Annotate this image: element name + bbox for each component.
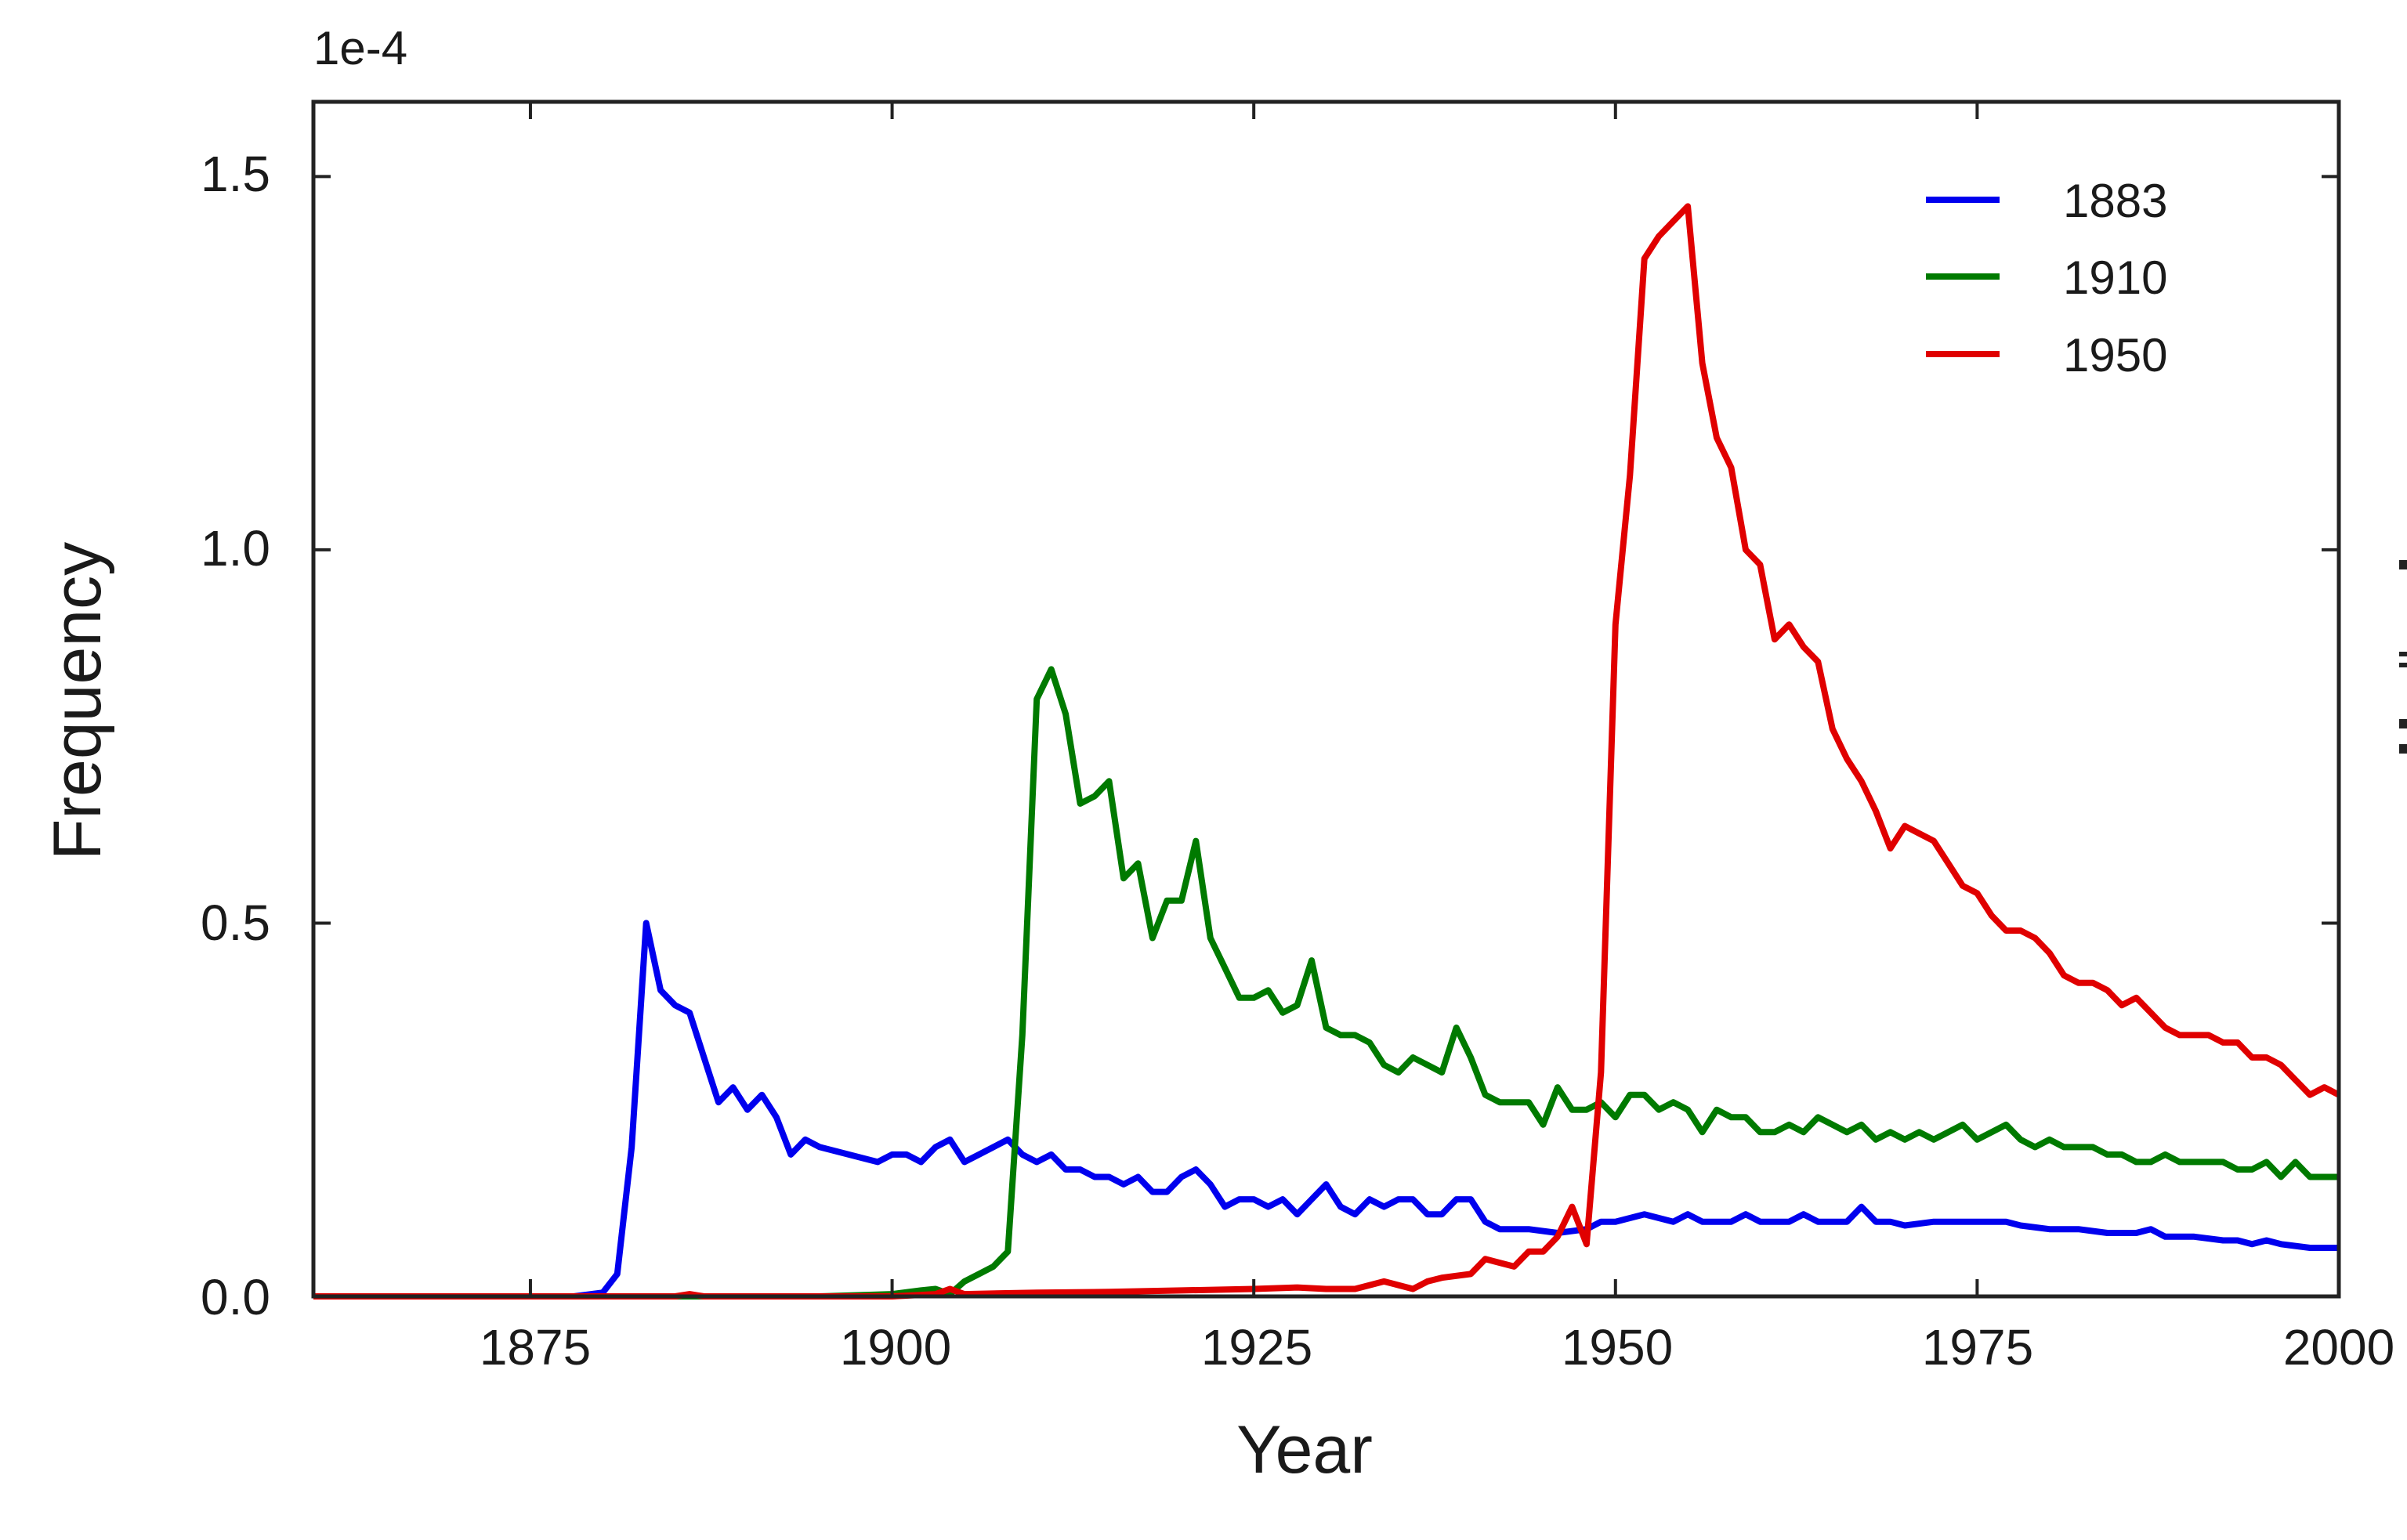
y-tick-label: 0.5: [201, 895, 270, 951]
x-tick-label: 2000: [2283, 1319, 2394, 1376]
y-axis-title: Frequency: [40, 542, 115, 860]
y-tick-label: 0.0: [201, 1269, 270, 1325]
series-layer: [313, 203, 2340, 1300]
x-tick-label: 1875: [480, 1319, 591, 1376]
x-axis-title: Year: [1236, 1412, 1373, 1488]
axis-ticks: [313, 102, 2340, 1298]
legend-label: 1910: [2063, 251, 2167, 304]
plot-frame: [311, 99, 2341, 1299]
y-tick-label: 1.0: [201, 520, 270, 577]
y-scale-multiplier: 1e-4: [313, 22, 407, 74]
legend-label: 1883: [2063, 175, 2167, 227]
legend: 1883 1910 1950: [1926, 175, 2167, 381]
series-line-1950: [313, 203, 2340, 1300]
x-tick-label: 1950: [1562, 1319, 1673, 1376]
series-line-1883: [313, 920, 2339, 1300]
x-tick-label: 1975: [1922, 1319, 2033, 1376]
legend-label: 1950: [2063, 329, 2167, 381]
x-tick-label: 1900: [840, 1319, 951, 1376]
y-tick-labels: 0.0 0.5 1.0 1.5: [201, 146, 270, 1325]
legend-item-1950: 1950: [1926, 329, 2167, 381]
cropped-adjacent-figure-fragment: [2399, 560, 2407, 754]
legend-item-1910: 1910: [1926, 251, 2167, 304]
series-line-1910: [313, 666, 2339, 1300]
legend-item-1883: 1883: [1926, 175, 2167, 227]
x-tick-labels: 1875 1900 1925 1950 1975 2000: [480, 1319, 2394, 1376]
x-tick-label: 1925: [1201, 1319, 1312, 1376]
y-tick-label: 1.5: [201, 146, 270, 202]
